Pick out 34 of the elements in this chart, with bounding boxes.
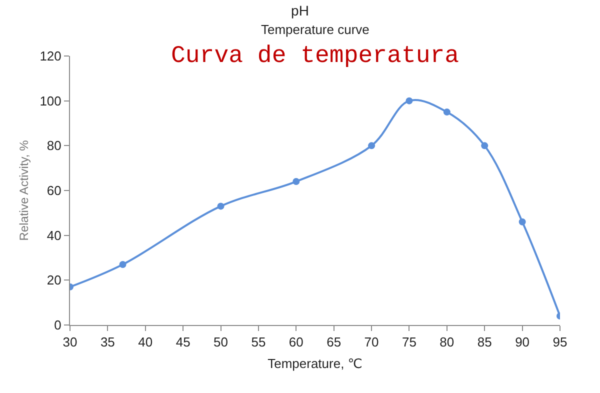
- x-tick-label: 85: [477, 334, 492, 350]
- x-tick-label: 30: [62, 334, 78, 350]
- annotation: Curva de temperatura: [171, 43, 460, 70]
- x-tick-label: 60: [288, 334, 304, 350]
- x-tick-label: 70: [364, 334, 379, 350]
- y-axis-title: Relative Activity, %: [16, 140, 31, 241]
- y-tick-label: 0: [54, 318, 62, 333]
- x-tick-label: 80: [440, 334, 454, 350]
- x-tick-label: 35: [100, 334, 115, 350]
- point: [119, 260, 126, 268]
- x-tick-label: 50: [214, 334, 228, 350]
- y-tick-label: 40: [46, 228, 62, 243]
- y-tick-label: 60: [46, 183, 62, 198]
- x-tick-label: 65: [326, 334, 342, 350]
- y-tick-label: 80: [46, 138, 62, 154]
- x-tick-label: 95: [552, 334, 568, 350]
- y-tick-label: 20: [46, 272, 62, 288]
- x-tick-label: 40: [138, 334, 153, 350]
- y-tick-label: 100: [40, 93, 62, 108]
- chart-title: pH: [291, 2, 309, 19]
- point: [518, 218, 526, 226]
- point: [292, 178, 300, 186]
- y-tick-label: 120: [40, 48, 62, 64]
- chart-subtitle: Temperature curve: [261, 22, 370, 37]
- x-axis-title: Temperature, ℃: [268, 356, 362, 372]
- x-tick-label: 45: [176, 334, 190, 350]
- x-tick-label: 75: [402, 334, 416, 350]
- point: [481, 142, 488, 150]
- point: [406, 97, 413, 104]
- point: [368, 142, 376, 150]
- point: [217, 202, 224, 210]
- point: [443, 108, 450, 116]
- x-tick-label: 55: [251, 334, 266, 350]
- x-tick-label: 90: [515, 334, 530, 350]
